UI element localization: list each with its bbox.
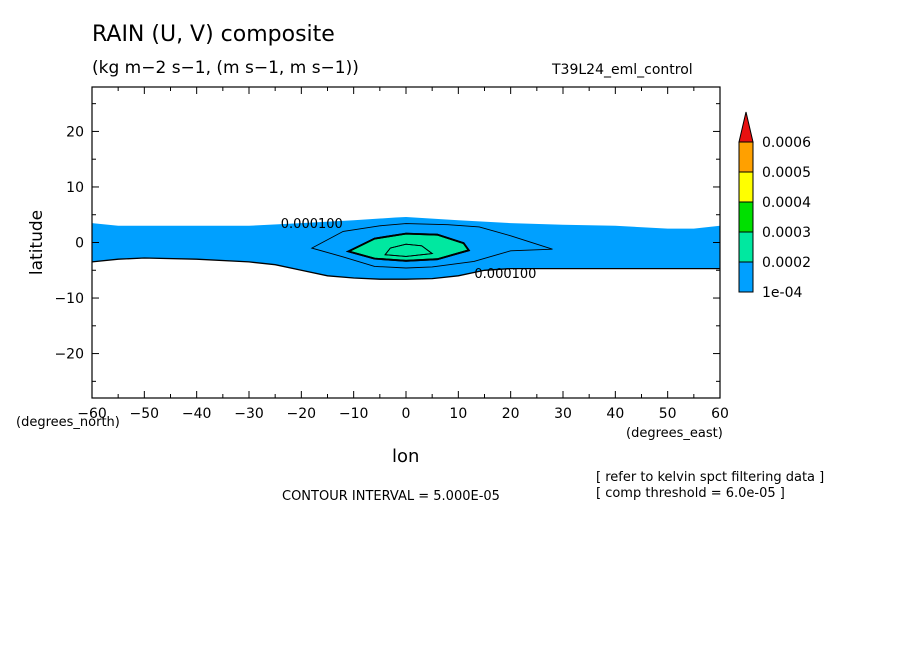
y-tick-label: 0 (75, 236, 84, 252)
colorbar-extend-arrow (738, 111, 754, 143)
contour-label-1: 0.000100 (474, 267, 536, 282)
x-tick-label: −20 (287, 406, 317, 422)
y-tick-label: 10 (66, 180, 84, 196)
contour-line-south (91, 257, 720, 280)
filter-note: [ refer to kelvin spct filtering data ] (596, 470, 825, 485)
colorbar-box (738, 171, 754, 203)
y-tick-label: −10 (54, 291, 84, 307)
colorbar-label: 0.0005 (762, 165, 811, 181)
colorbar-box (738, 141, 754, 173)
colorbar-label: 0.0003 (762, 225, 811, 241)
colorbar-label: 0.0002 (762, 255, 811, 271)
run-name: T39L24_eml_control (552, 62, 693, 78)
x-tick-label: −10 (339, 406, 369, 422)
contour-interval: CONTOUR INTERVAL = 5.000E-05 (282, 489, 500, 504)
y-tick-label: −20 (54, 347, 84, 363)
contour-label-0: 0.000100 (281, 217, 343, 232)
x-tick-label: −40 (182, 406, 212, 422)
colorbar-label: 0.0006 (762, 135, 811, 151)
contour-line-0.0003 (345, 232, 471, 262)
contour-line-0.00035 (384, 243, 434, 257)
colorbar-label: 0.0004 (762, 195, 811, 211)
colorbar-label: 1e-04 (762, 285, 802, 301)
x-tick-label: 0 (402, 406, 411, 422)
chart-units: (kg m−2 s−1, (m s−1, m s−1)) (92, 58, 359, 78)
contour-0.0002 (310, 223, 553, 269)
x-axis-units: (degrees_east) (626, 426, 723, 441)
colorbar-box (738, 261, 754, 293)
x-tick-label: 20 (502, 406, 520, 422)
x-tick-label: 60 (711, 406, 729, 422)
colorbar-box (738, 201, 754, 233)
chart-title: RAIN (U, V) composite (92, 22, 335, 47)
x-tick-label: 40 (606, 406, 624, 422)
x-tick-label: 10 (449, 406, 467, 422)
x-tick-label: 30 (554, 406, 572, 422)
x-tick-label: 50 (659, 406, 677, 422)
x-tick-label: −50 (130, 406, 160, 422)
x-axis-label: lon (392, 446, 420, 467)
colorbar-box (738, 231, 754, 263)
y-axis-units: (degrees_north) (16, 415, 120, 430)
y-tick-label: 20 (66, 124, 84, 140)
y-axis-label: latitude (27, 210, 47, 275)
x-tick-label: −30 (234, 406, 264, 422)
threshold-note: [ comp threshold = 6.0e-05 ] (596, 486, 785, 501)
x-tick-label: −60 (77, 406, 107, 422)
